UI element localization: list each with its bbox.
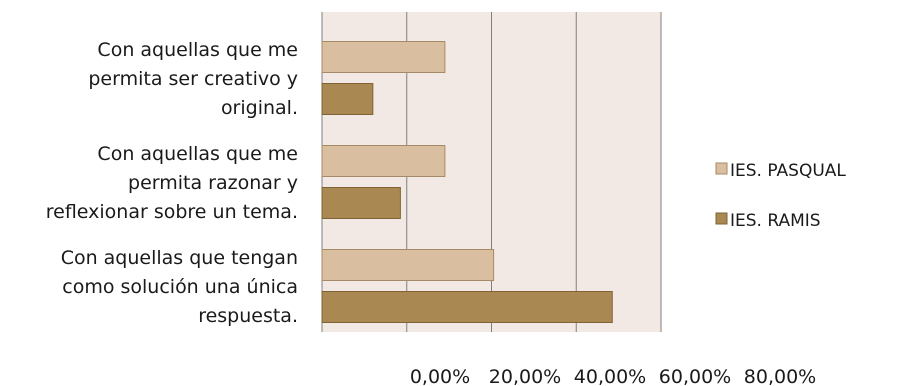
x-tick-label: 80,00% <box>744 366 816 386</box>
category-labels: Con aquellas que me permita ser creativo … <box>46 39 298 327</box>
category-label-line: permita razonar y <box>128 172 298 194</box>
bar-pasqual-2 <box>321 145 446 177</box>
legend-label: IES. PASQUAL <box>730 161 846 181</box>
x-tick-labels: 0,00% 20,00% 40,00% 60,00% 80,00% <box>410 366 816 386</box>
category-label-line: como solución una única <box>62 276 298 298</box>
bar-ramis-2 <box>321 187 401 219</box>
category-label-line: Con aquellas que tengan <box>61 247 298 269</box>
category-label-line: permita ser creativo y <box>88 68 298 90</box>
bars <box>321 41 613 323</box>
category-label: Con aquellas que me permita ser creativo … <box>88 39 298 119</box>
bar-pasqual-3 <box>321 249 495 281</box>
legend-label: IES. RAMIS <box>730 211 821 231</box>
category-label-line: original. <box>221 97 298 119</box>
x-tick-label: 20,00% <box>489 366 561 386</box>
x-tick-label: 40,00% <box>574 366 646 386</box>
bar-ramis-1 <box>321 83 374 115</box>
x-tick-label: 0,00% <box>410 366 470 386</box>
category-label: Con aquellas que me permita razonar y refl… <box>46 143 298 223</box>
category-label-line: reflexionar sobre un tema. <box>46 201 298 223</box>
category-label-line: Con aquellas que me <box>97 39 298 61</box>
bar-ramis-3 <box>321 291 613 323</box>
x-tick-label: 60,00% <box>659 366 731 386</box>
category-label-line: respuesta. <box>198 305 298 327</box>
legend-swatch <box>715 212 728 225</box>
category-label: Con aquellas que tengan como solución una… <box>61 247 298 327</box>
bar-pasqual-1 <box>321 41 446 73</box>
legend-swatch <box>715 162 728 175</box>
legend: IES. PASQUAL IES. RAMIS <box>715 161 846 231</box>
category-label-line: Con aquellas que me <box>97 143 298 165</box>
